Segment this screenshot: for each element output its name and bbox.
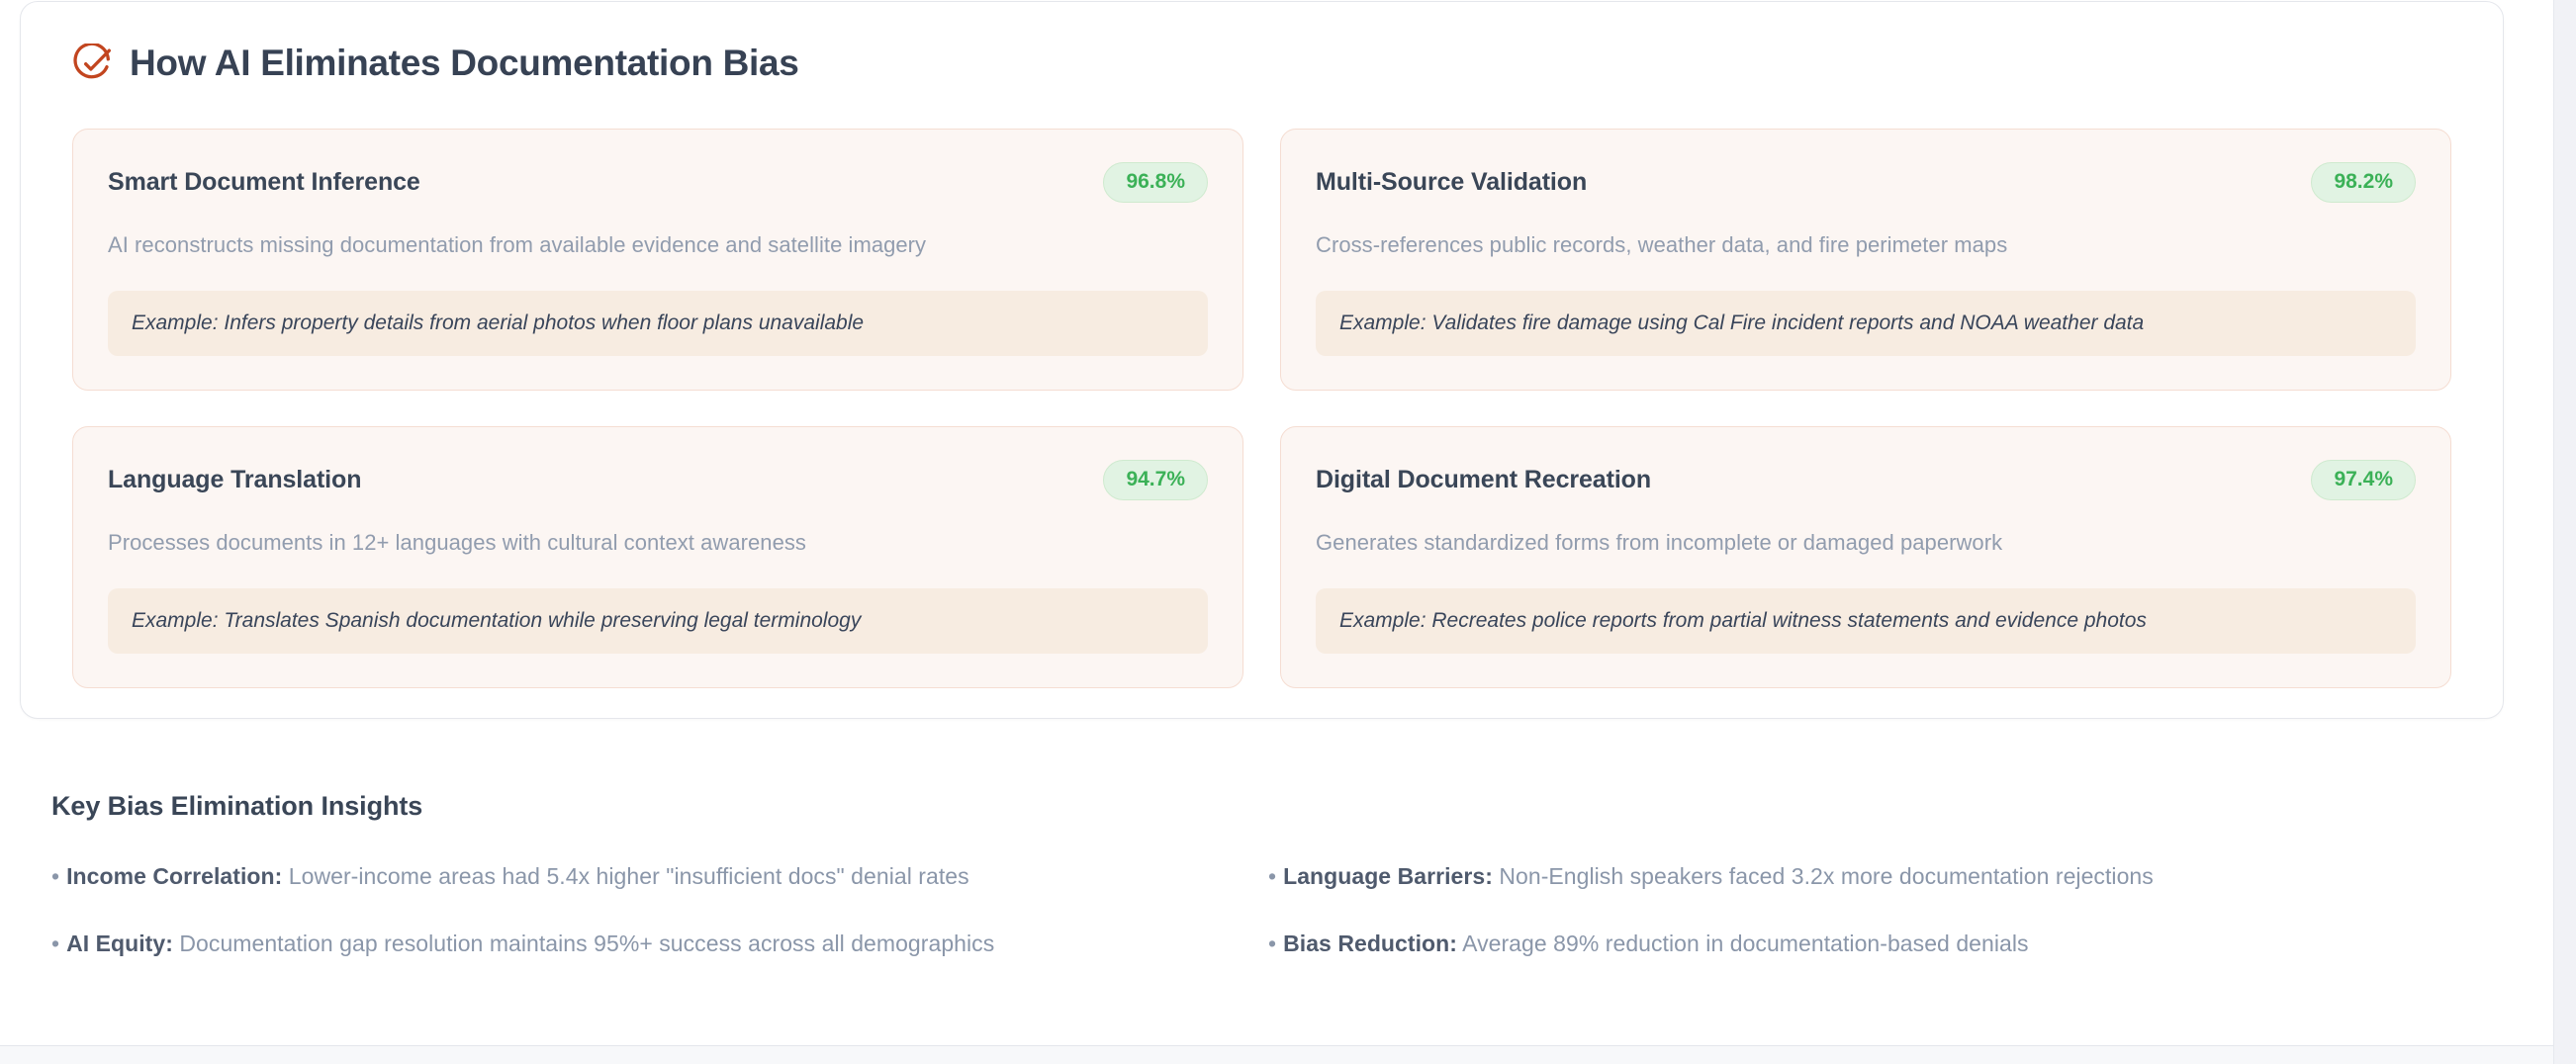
feature-example: Example: Infers property details from ae…: [108, 290, 1208, 357]
insight-item: • Language Barriers: Non-English speakers…: [1268, 861, 2445, 892]
insight-label: Income Correlation:: [66, 863, 283, 889]
feature-title: Multi-Source Validation: [1316, 168, 1588, 197]
insight-text: Documentation gap resolution maintains 9…: [172, 931, 995, 957]
insights-grid: • Income Correlation: Lower-income areas …: [51, 861, 2445, 959]
feature-description: Generates standardized forms from incomp…: [1316, 530, 2003, 556]
bullet-icon: •: [1268, 931, 1277, 957]
bullet-icon: •: [1268, 863, 1277, 889]
insight-text: Lower-income areas had 5.4x higher "insu…: [282, 863, 969, 889]
feature-description: AI reconstructs missing documentation fr…: [108, 232, 927, 258]
insight-text: Average 89% reduction in documentation-b…: [1456, 931, 2029, 957]
vertical-scrollbar[interactable]: [2553, 0, 2576, 1064]
insights-title: Key Bias Elimination Insights: [51, 791, 423, 821]
insight-item: • AI Equity: Documentation gap resolution…: [51, 929, 1229, 959]
feature-description: Processes documents in 12+ languages wit…: [108, 530, 806, 556]
key-insights-section: Key Bias Elimination Insights • Income Co…: [51, 791, 2445, 959]
page-title: How AI Eliminates Documentation Bias: [130, 42, 799, 83]
insight-label: Bias Reduction:: [1283, 931, 1457, 957]
feature-card[interactable]: Multi-Source Validation 98.2% Cross-refe…: [1280, 129, 2451, 392]
bullet-icon: •: [51, 863, 60, 889]
feature-title: Smart Document Inference: [108, 168, 420, 197]
feature-card-header: Digital Document Recreation 97.4%: [1316, 460, 2416, 501]
insight-text: Non-English speakers faced 3.2x more doc…: [1492, 863, 2154, 889]
feature-example: Example: Recreates police reports from p…: [1316, 587, 2416, 655]
insight-label: Language Barriers:: [1283, 863, 1493, 889]
bottom-divider: [0, 1045, 2553, 1046]
feature-title: Digital Document Recreation: [1316, 466, 1652, 494]
bullet-icon: •: [51, 931, 60, 957]
feature-card[interactable]: Smart Document Inference 96.8% AI recons…: [72, 129, 1243, 392]
feature-card-header: Multi-Source Validation 98.2%: [1316, 162, 2416, 204]
feature-title: Language Translation: [108, 466, 362, 494]
bottom-strip: [0, 1046, 2553, 1064]
panel-header: How AI Eliminates Documentation Bias: [21, 2, 2503, 83]
feature-description: Cross-references public records, weather…: [1316, 232, 2008, 258]
feature-card-header: Smart Document Inference 96.8%: [108, 162, 1208, 204]
feature-example: Example: Translates Spanish documentatio…: [108, 587, 1208, 655]
feature-card[interactable]: Language Translation 94.7% Processes doc…: [72, 426, 1243, 689]
feature-cards-grid: Smart Document Inference 96.8% AI recons…: [21, 83, 2503, 689]
accuracy-badge: 97.4%: [2311, 460, 2416, 501]
feature-example: Example: Validates fire damage using Cal…: [1316, 290, 2416, 357]
insight-item: • Income Correlation: Lower-income areas …: [51, 861, 1229, 892]
accuracy-badge: 96.8%: [1103, 162, 1208, 204]
check-circle-icon: [73, 44, 112, 79]
feature-card[interactable]: Digital Document Recreation 97.4% Genera…: [1280, 426, 2451, 689]
accuracy-badge: 94.7%: [1103, 460, 1208, 501]
ai-bias-elimination-panel: How AI Eliminates Documentation Bias Sma…: [20, 1, 2504, 719]
insight-label: AI Equity:: [66, 931, 173, 957]
feature-card-header: Language Translation 94.7%: [108, 460, 1208, 501]
insight-item: • Bias Reduction: Average 89% reduction i…: [1268, 929, 2445, 959]
accuracy-badge: 98.2%: [2311, 162, 2416, 204]
